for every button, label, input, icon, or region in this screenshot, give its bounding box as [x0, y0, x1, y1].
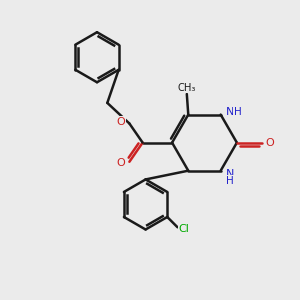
- Text: CH₃: CH₃: [178, 82, 196, 92]
- Text: N: N: [226, 106, 234, 117]
- Text: Cl: Cl: [178, 224, 190, 234]
- Text: H: H: [234, 106, 241, 117]
- Text: N: N: [226, 169, 234, 178]
- Text: O: O: [117, 117, 125, 127]
- Text: H: H: [226, 176, 234, 186]
- Text: O: O: [266, 138, 274, 148]
- Text: O: O: [117, 158, 125, 168]
